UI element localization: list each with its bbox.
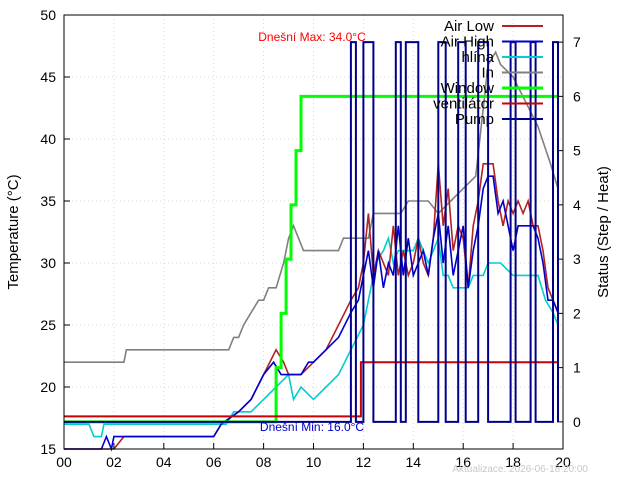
x-tick-label: 14 [406,454,422,470]
series-layer [64,41,559,452]
x-tick-label: 10 [306,454,322,470]
legend-label: hlína [461,49,494,66]
y2-tick-label: 5 [573,143,581,159]
y2-axis-title: Status (Step / Heat) [595,166,612,298]
y-tick-label: 15 [40,441,56,457]
y2-tick-label: 3 [573,251,581,267]
series-line [64,175,559,452]
max-annotation: Dnešní Max: 34.0°C [258,30,366,44]
x-tick-label: 00 [56,454,72,470]
series-line [64,41,559,423]
legend-label: Air High [441,34,494,51]
x-tick-label: 18 [505,454,521,470]
legend-label: Air Low [444,18,494,35]
legend-label: Window [441,80,495,97]
x-tick-label: 20 [555,454,571,470]
legend-label: In [481,65,494,82]
x-tick-label: 16 [455,454,471,470]
series-line [64,163,559,450]
x-tick-label: 02 [106,454,122,470]
x-tick-label: 08 [256,454,272,470]
y-tick-label: 50 [40,7,56,23]
y2-tick-label: 1 [573,360,581,376]
min-annotation: Dnešní Min: 16.0°C [260,420,365,434]
y-tick-label: 35 [40,193,56,209]
update-footer: Aktualizace: 2026-06-18 20:00 [452,464,588,475]
x-tick-label: 06 [206,454,222,470]
series-line [64,94,558,424]
legend-label: Pump [455,111,494,128]
y-tick-label: 20 [40,379,56,395]
y-tick-label: 45 [40,69,56,85]
y-axis-title: Temperature (°C) [5,174,22,289]
y2-tick-label: 7 [573,34,581,50]
y2-tick-label: 6 [573,88,581,104]
y-tick-label: 40 [40,131,56,147]
series-line [64,235,559,438]
y-tick-label: 25 [40,317,56,333]
series-line [64,361,558,418]
legend-label: ventilátor [433,96,494,113]
y2-tick-label: 4 [573,197,581,213]
y-tick-label: 30 [40,255,56,271]
y2-tick-label: 2 [573,305,581,321]
x-tick-label: 04 [156,454,172,470]
x-tick-label: 12 [356,454,372,470]
y2-tick-label: 0 [573,414,581,430]
